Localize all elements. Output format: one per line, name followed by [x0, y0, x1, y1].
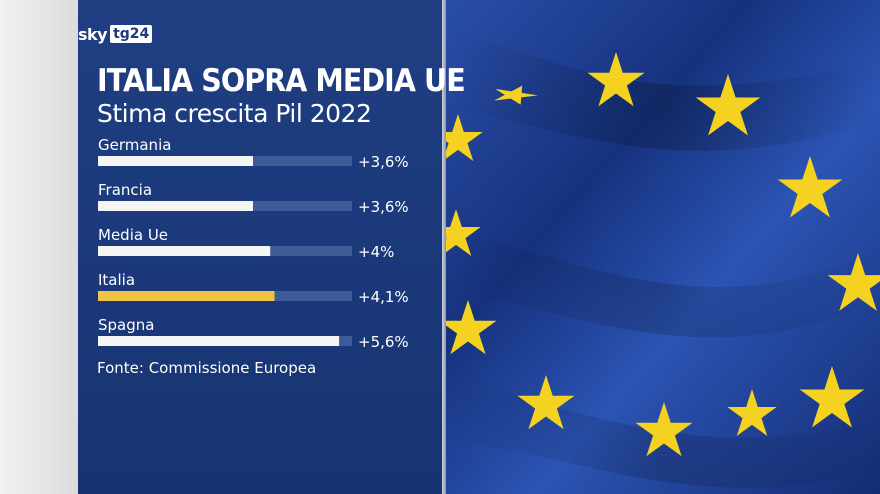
- source-note: Fonte: Commissione Europea: [97, 359, 317, 377]
- value-label-francia: +3,6%: [358, 198, 409, 216]
- chart-title: ITALIA SOPRA MEDIA UE: [97, 63, 466, 99]
- category-label-spagna: Spagna: [98, 316, 154, 334]
- category-label-italia: Italia: [98, 271, 135, 289]
- value-label-media-ue: +4%: [358, 243, 394, 261]
- category-label-germania: Germania: [98, 136, 171, 154]
- eu-flag-image: [446, 0, 880, 494]
- bar-media-ue: [98, 246, 271, 256]
- bar-germania: [98, 156, 253, 166]
- logo-sky-text: sky: [78, 24, 108, 44]
- left-background: [0, 0, 78, 494]
- sky-tg24-logo: sky tg24: [78, 24, 153, 44]
- value-label-italia: +4,1%: [358, 288, 409, 306]
- value-label-spagna: +5,6%: [358, 333, 409, 351]
- eu-flag-graphic: [446, 0, 880, 494]
- chart-subtitle: Stima crescita Pil 2022: [97, 99, 372, 128]
- panel-divider: [442, 0, 446, 494]
- bar-italia: [98, 291, 275, 301]
- category-label-francia: Francia: [98, 181, 152, 199]
- bar-spagna: [98, 336, 340, 346]
- bar-chart: Germania +3,6% Francia +3,6% Media Ue +4% Ital…: [98, 136, 409, 351]
- value-label-germania: +3,6%: [358, 153, 409, 171]
- logo-tg24-text: tg24: [110, 25, 153, 43]
- category-label-media-ue: Media Ue: [98, 226, 168, 244]
- bar-francia: [98, 201, 253, 211]
